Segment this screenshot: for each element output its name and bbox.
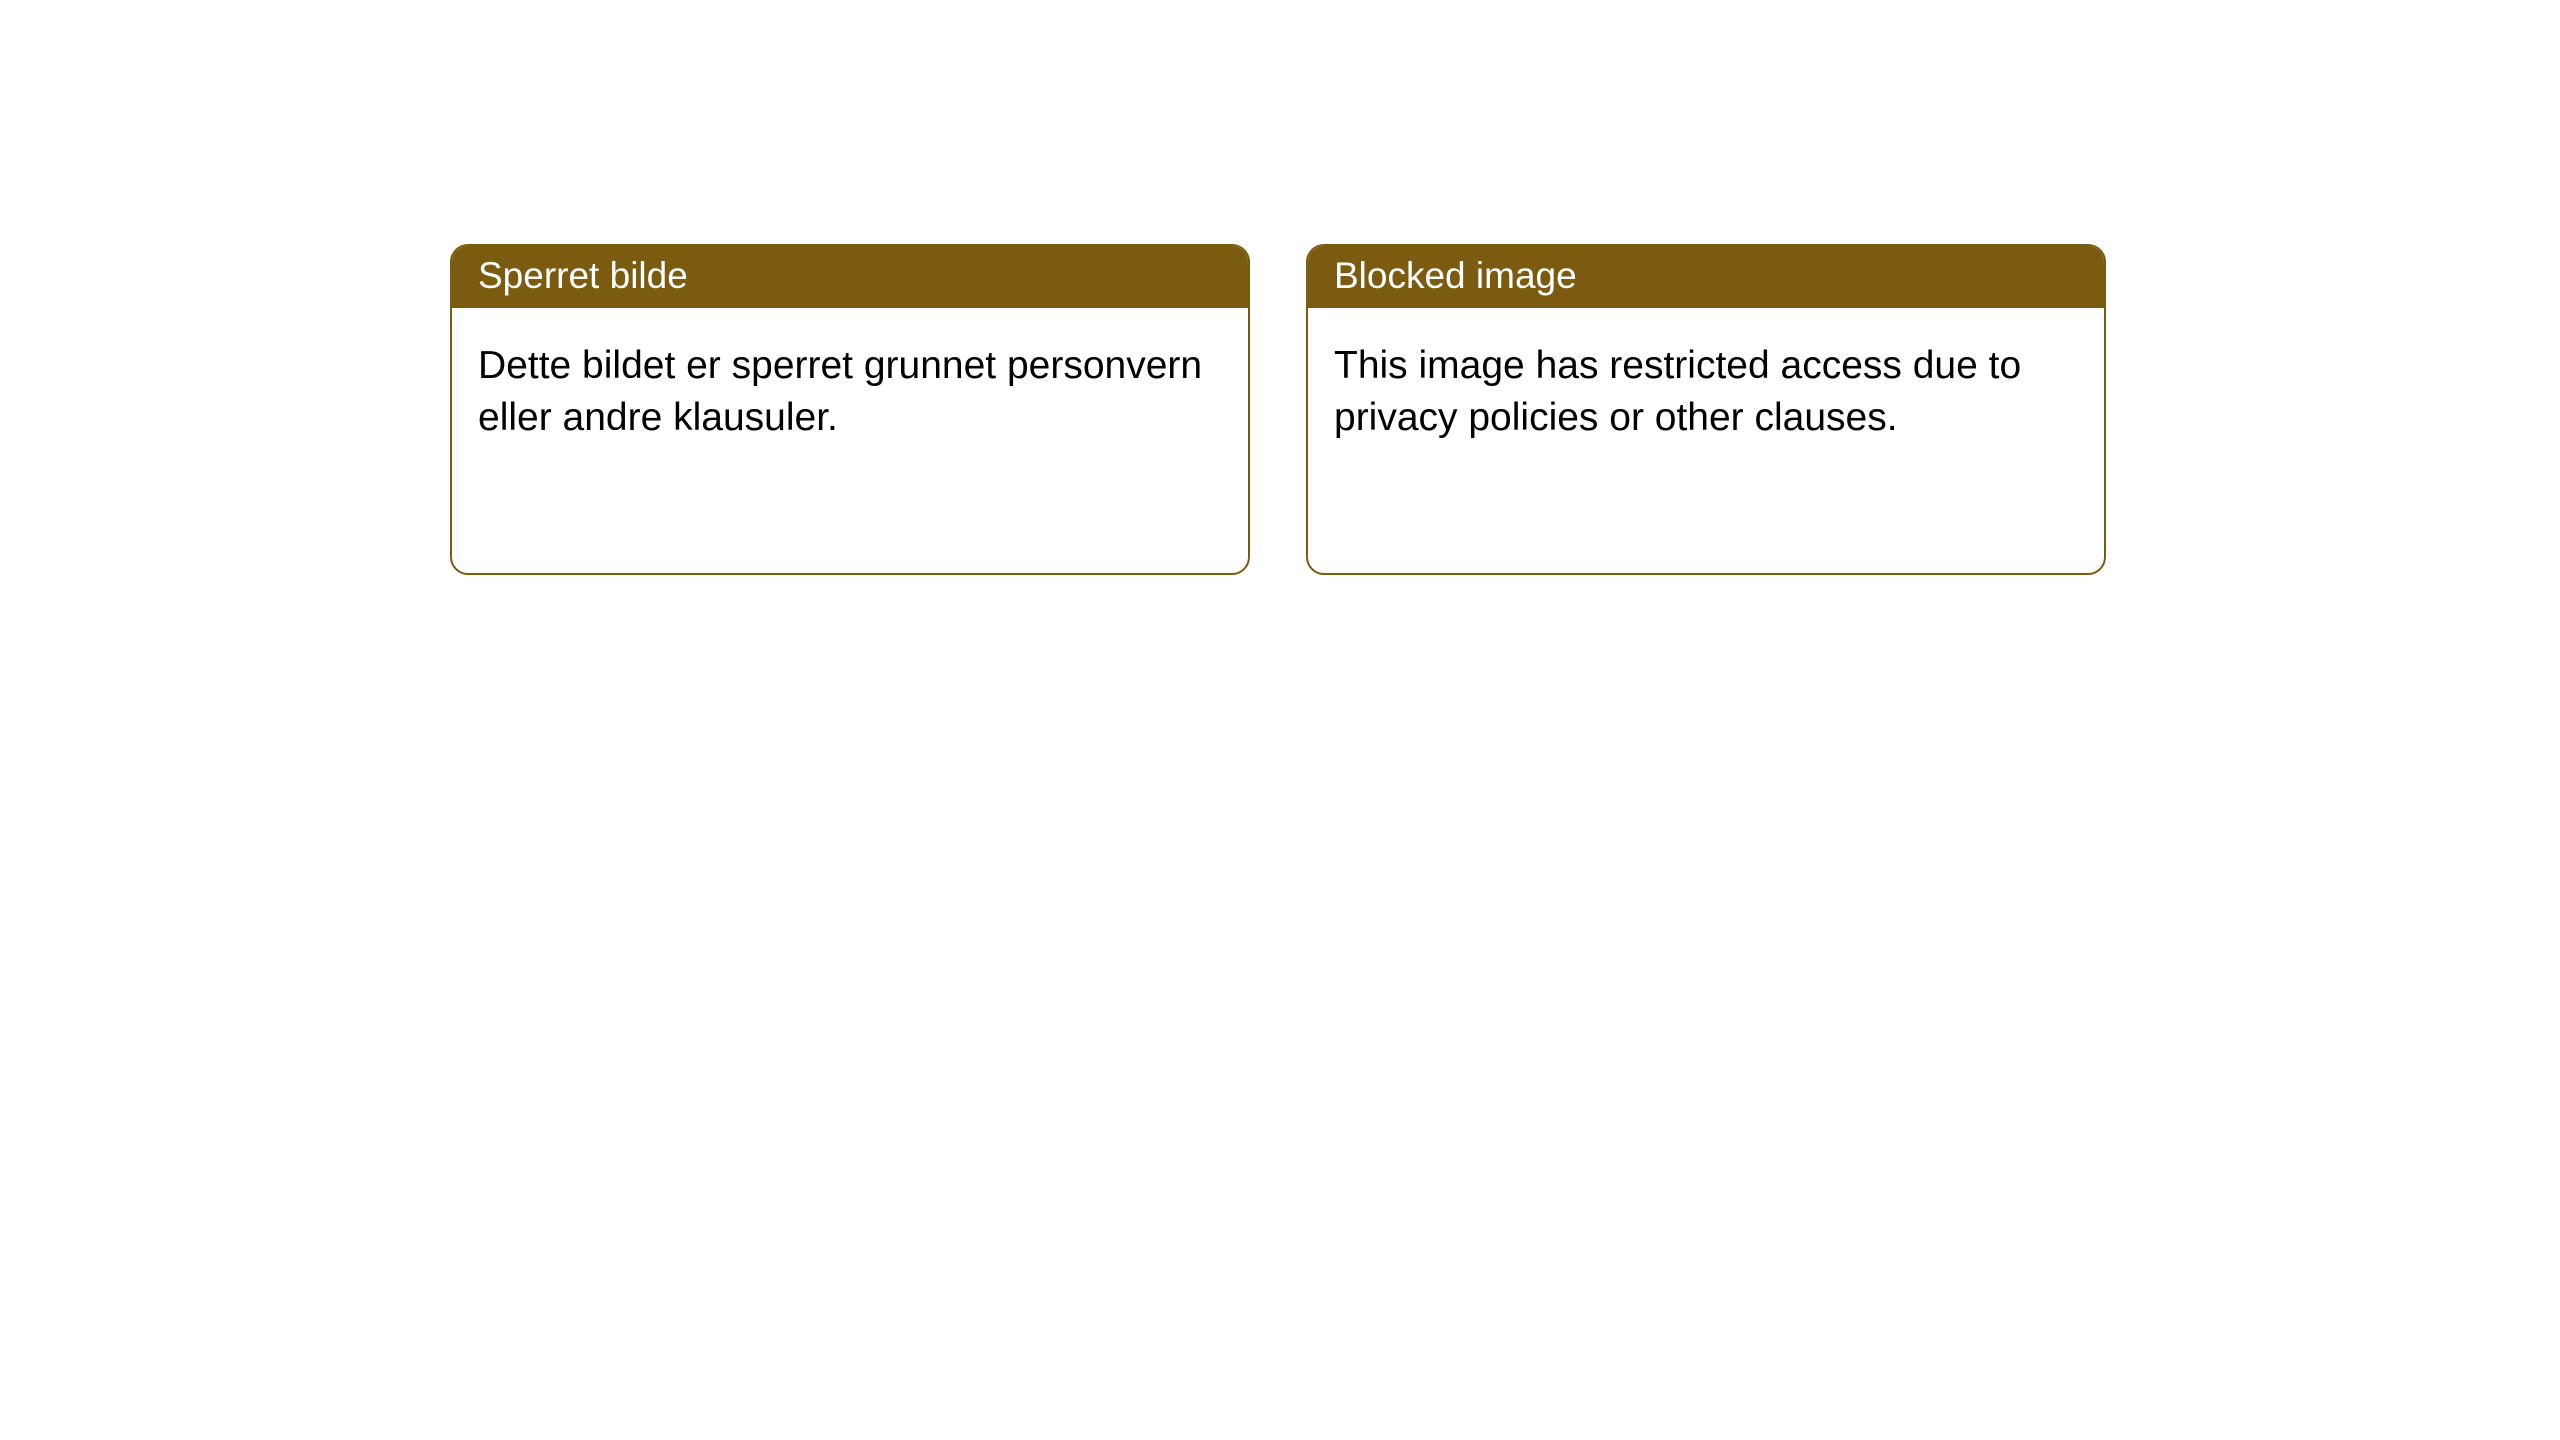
notice-body-text: This image has restricted access due to … bbox=[1308, 308, 2104, 573]
notice-card-english: Blocked image This image has restricted … bbox=[1306, 244, 2106, 575]
notice-card-norwegian: Sperret bilde Dette bildet er sperret gr… bbox=[450, 244, 1250, 575]
notice-title: Sperret bilde bbox=[452, 246, 1248, 308]
notice-container: Sperret bilde Dette bildet er sperret gr… bbox=[0, 0, 2560, 575]
notice-body-text: Dette bildet er sperret grunnet personve… bbox=[452, 308, 1248, 573]
notice-title: Blocked image bbox=[1308, 246, 2104, 308]
